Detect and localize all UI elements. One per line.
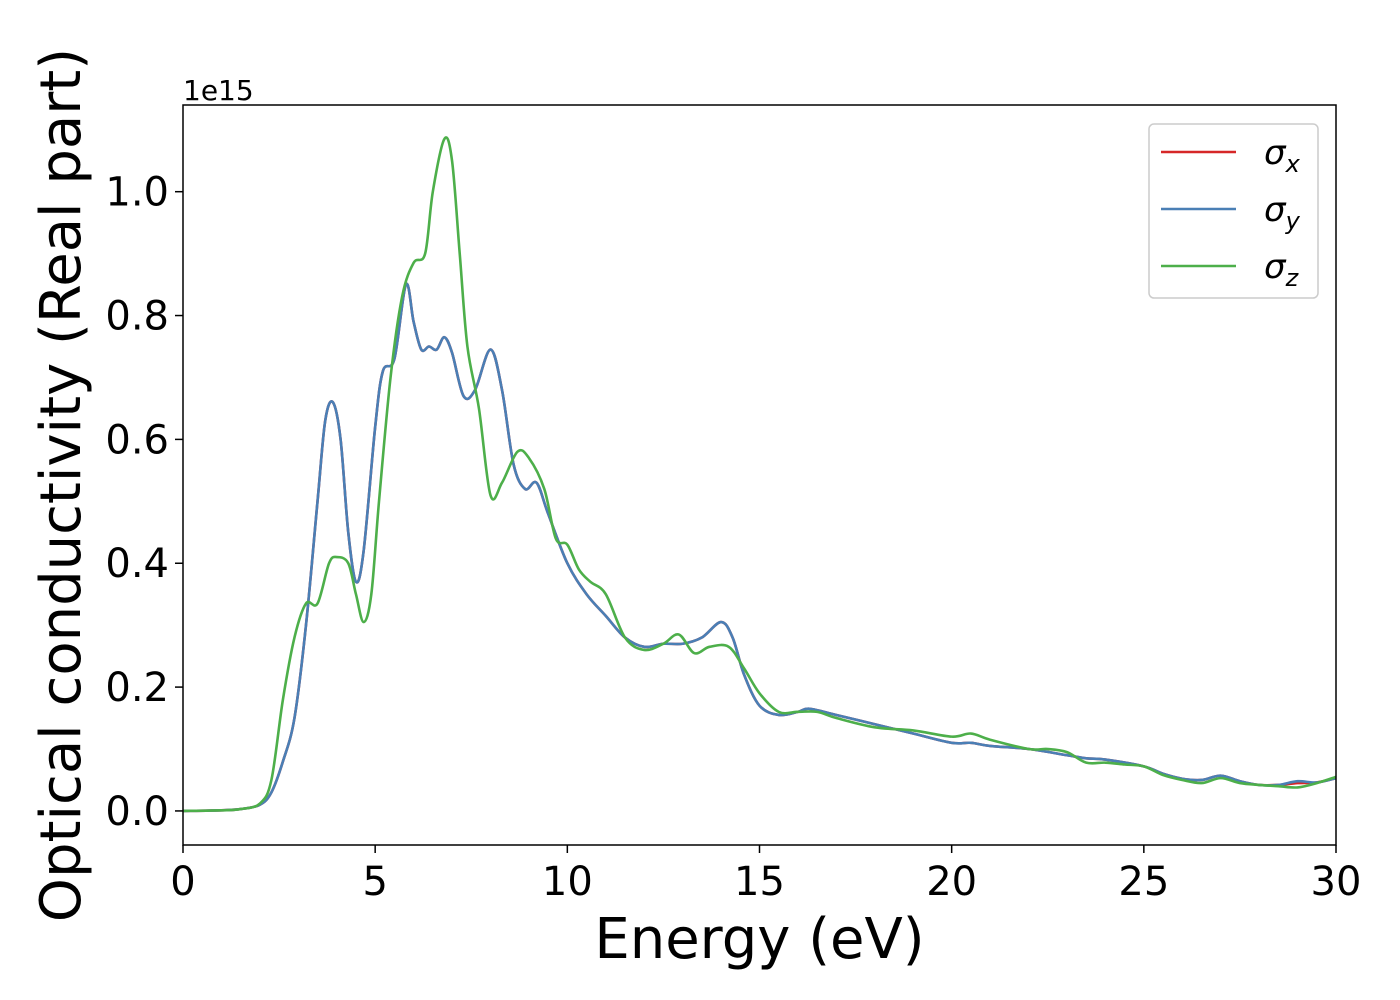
legend-subscript: z: [1285, 264, 1300, 292]
y-axis-offset-label: 1e15: [183, 74, 254, 107]
x-tick-label: 5: [362, 859, 387, 905]
legend-symbol: σ: [1264, 190, 1287, 230]
legend-subscript: x: [1285, 150, 1301, 178]
y-axis-label: Optical conductivity (Real part): [29, 48, 94, 922]
legend-subscript: y: [1285, 207, 1301, 235]
series-line-y: [183, 282, 1336, 813]
series-layer: [183, 136, 1336, 813]
legend-label-y: σy: [1264, 190, 1301, 235]
x-tick-label: 0: [170, 859, 195, 905]
y-tick-label: 0.0: [105, 789, 169, 835]
x-tick-label: 10: [542, 859, 593, 905]
x-tick-label: 20: [926, 859, 977, 905]
y-tick-label: 0.8: [105, 294, 169, 340]
x-tick-label: 30: [1311, 859, 1362, 905]
legend-label-x: σx: [1264, 133, 1301, 178]
y-tick-label: 0.6: [105, 417, 169, 463]
ticks-layer: 0 5 10 15 20 25 30 0.0 0.2 0.4 0.6 0.8 1.0: [105, 170, 1361, 905]
y-tick-label: 0.2: [105, 665, 169, 711]
legend-symbol: σ: [1264, 133, 1287, 173]
x-tick-label: 15: [734, 859, 785, 905]
y-tick-label: 0.4: [105, 541, 169, 587]
x-tick-label: 25: [1118, 859, 1169, 905]
y-tick-label: 1.0: [105, 170, 169, 216]
legend-symbol: σ: [1264, 247, 1287, 287]
series-line-x: [183, 282, 1336, 813]
legend-label-z: σz: [1264, 247, 1300, 292]
series-line-z: [183, 136, 1336, 813]
x-axis-label: Energy (eV): [594, 907, 924, 972]
plot-frame: [182, 104, 1337, 846]
legend-frame: [1148, 123, 1319, 299]
